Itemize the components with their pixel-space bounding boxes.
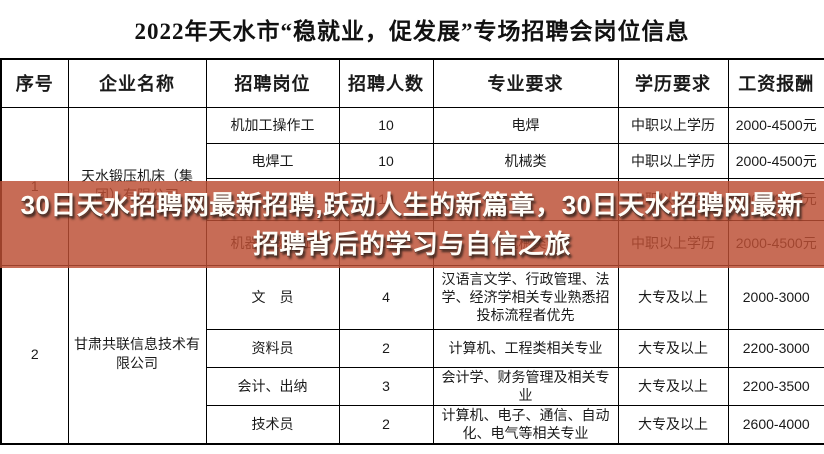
table-row: 技术员 2 计算机、电子、通信、自动化、电气等相关专业 大专及以上 2600-4… — [1, 404, 824, 445]
page-title: 2022年天水市“稳就业，促发展”专场招聘会岗位信息 — [134, 19, 690, 44]
header-salary: 工资报酬 — [727, 58, 824, 108]
table-row: 电焊工 10 机械类 中职以上学历 2000-4500元 — [1, 142, 824, 179]
cell-education: 中职以上学历 — [617, 142, 729, 179]
cell-salary: 2000-4500元 — [727, 106, 824, 144]
table-header-row: 序号 企业名称 招聘岗位 招聘人数 专业要求 学历要求 工资报酬 — [0, 58, 824, 108]
table-row: 2 甘肃共联信息技术有限公司 文 员 4 汉语言文学、行政管理、法学、经济学相关… — [0, 264, 824, 445]
header-index: 序号 — [0, 58, 69, 108]
header-count: 招聘人数 — [338, 58, 434, 108]
cell-major: 计算机、工程类相关专业 — [432, 328, 619, 368]
cell-count: 4 — [338, 264, 434, 330]
cell-salary: 2600-4000 — [727, 404, 824, 445]
cell-count: 10 — [338, 106, 434, 144]
cell-major: 计算机、电子、通信、自动化、电气等相关专业 — [432, 404, 619, 445]
table-cutoff-strip — [0, 445, 824, 451]
title-bar: 2022年天水市“稳就业，促发展”专场招聘会岗位信息 — [0, 0, 824, 58]
cell-education: 中职以上学历 — [617, 106, 729, 144]
header-major: 专业要求 — [432, 58, 619, 108]
cell-major: 会计学、财务管理及相关专业 — [432, 366, 619, 406]
cell-position: 会计、出纳 — [205, 366, 340, 406]
table-row: 1 天水锻压机床（集团）有限公司 机加工操作工 10 电焊 中职以上学历 200… — [0, 106, 824, 266]
cell-education: 大专及以上 — [617, 404, 729, 445]
cell-major: 机械类 — [432, 142, 619, 179]
cell-major: 汉语言文学、行政管理、法学、经济学相关专业熟悉招投标流程者优先 — [432, 264, 619, 330]
header-education: 学历要求 — [617, 58, 729, 108]
cell-count: 2 — [338, 328, 434, 368]
overlay-text: 30日天水招聘网最新招聘,跃动人生的新篇章，30日天水招聘网最新招聘背后的学习与… — [20, 189, 804, 259]
company-2-name: 甘肃共联信息技术有限公司 — [67, 264, 207, 445]
cell-position: 电焊工 — [205, 142, 340, 179]
cell-salary: 2000-3000 — [727, 264, 824, 330]
cell-salary: 2200-3500 — [727, 366, 824, 406]
cell-position: 技术员 — [205, 404, 340, 445]
table-row: 会计、出纳 3 会计学、财务管理及相关专业 大专及以上 2200-3500 — [1, 366, 824, 406]
cell-salary: 2000-4500元 — [727, 142, 824, 179]
cell-education: 大专及以上 — [617, 328, 729, 368]
cell-position: 机加工操作工 — [205, 106, 340, 144]
cell-count: 10 — [338, 142, 434, 179]
cell-education: 大专及以上 — [617, 366, 729, 406]
cell-major: 电焊 — [432, 106, 619, 144]
header-company: 企业名称 — [67, 58, 207, 108]
cell-count: 3 — [338, 366, 434, 406]
cell-position: 文 员 — [205, 264, 340, 330]
cell-position: 资料员 — [205, 328, 340, 368]
watermark-overlay-banner: 30日天水招聘网最新招聘,跃动人生的新篇章，30日天水招聘网最新招聘背后的学习与… — [0, 181, 824, 268]
cell-count: 2 — [338, 404, 434, 445]
company-2-index: 2 — [0, 264, 69, 445]
cell-education: 大专及以上 — [617, 264, 729, 330]
cell-salary: 2200-3000 — [727, 328, 824, 368]
header-position: 招聘岗位 — [205, 58, 340, 108]
